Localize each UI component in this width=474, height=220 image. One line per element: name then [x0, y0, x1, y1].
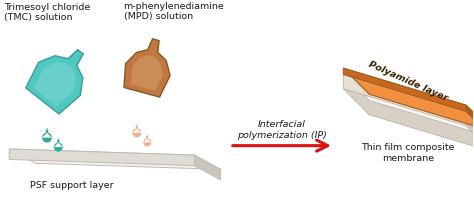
Polygon shape [194, 155, 220, 180]
Polygon shape [26, 50, 83, 114]
Polygon shape [343, 68, 474, 131]
Polygon shape [343, 74, 474, 138]
Text: Interfacial
polymerization (IP): Interfacial polymerization (IP) [237, 121, 327, 140]
Polygon shape [343, 89, 474, 152]
Polygon shape [466, 111, 474, 152]
Polygon shape [466, 105, 474, 138]
Polygon shape [42, 128, 52, 143]
Text: Polyamide layer: Polyamide layer [367, 60, 449, 103]
Polygon shape [34, 62, 76, 106]
Polygon shape [54, 138, 63, 152]
Polygon shape [132, 124, 141, 137]
Text: Thin film composite
membrane: Thin film composite membrane [361, 143, 455, 163]
Polygon shape [9, 149, 194, 166]
Polygon shape [124, 39, 170, 97]
Polygon shape [143, 134, 151, 146]
Polygon shape [9, 149, 220, 169]
Polygon shape [131, 55, 163, 91]
Text: m-phenylenediamine
(MPD) solution: m-phenylenediamine (MPD) solution [124, 2, 224, 21]
Text: Trimesoyl chloride
(TMC) solution: Trimesoyl chloride (TMC) solution [4, 3, 91, 22]
Text: PSF support layer: PSF support layer [30, 181, 113, 190]
Polygon shape [343, 74, 466, 126]
Polygon shape [343, 68, 466, 111]
